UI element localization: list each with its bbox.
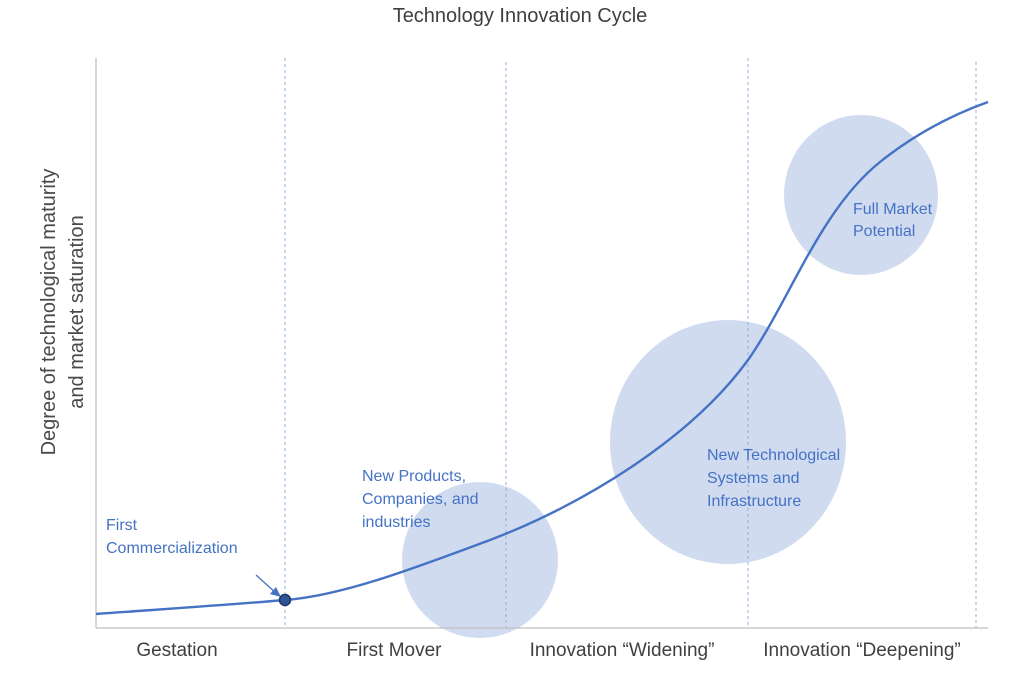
y-axis-label-line1: Degree of technological maturity bbox=[38, 169, 60, 456]
annotation-line: Companies, and bbox=[362, 491, 479, 508]
annotation-line: New Technological bbox=[707, 447, 840, 464]
annotation-line: Potential bbox=[853, 223, 915, 240]
annotation-line: Full Market bbox=[853, 201, 933, 218]
bubble-new-products bbox=[402, 482, 558, 638]
annotation-line: Commercialization bbox=[106, 540, 238, 557]
annotation-line: Infrastructure bbox=[707, 493, 801, 510]
phase-label-gestation: Gestation bbox=[136, 640, 217, 661]
annotation-first-commercialization: First Commercialization bbox=[106, 517, 238, 557]
annotation-line: Systems and bbox=[707, 470, 799, 487]
arrow-head-icon bbox=[270, 587, 281, 597]
phase-label-deepening: Innovation “Deepening” bbox=[763, 640, 961, 661]
bubble-full-market bbox=[784, 115, 938, 275]
diagram-title: Technology Innovation Cycle bbox=[393, 5, 648, 27]
annotation-line: New Products, bbox=[362, 468, 466, 485]
annotation-new-products: New Products, Companies, and industries bbox=[362, 468, 479, 531]
annotation-new-systems: New Technological Systems and Infrastruc… bbox=[707, 447, 840, 510]
first-commercialization-arrow bbox=[255, 574, 277, 594]
innovation-s-curve bbox=[95, 100, 989, 616]
bubble-new-systems bbox=[610, 320, 846, 564]
annotation-line: industries bbox=[362, 514, 430, 531]
first-commercialization-marker bbox=[278, 593, 292, 607]
phase-label-widening: Innovation “Widening” bbox=[530, 640, 715, 661]
y-axis-label-line2: and market saturation bbox=[66, 215, 88, 408]
y-axis-label: Degree of technological maturity and mar… bbox=[38, 169, 88, 456]
annotation-line: First bbox=[106, 517, 138, 534]
phase-label-first-mover: First Mover bbox=[347, 640, 443, 661]
annotation-full-market: Full Market Potential bbox=[853, 201, 933, 240]
